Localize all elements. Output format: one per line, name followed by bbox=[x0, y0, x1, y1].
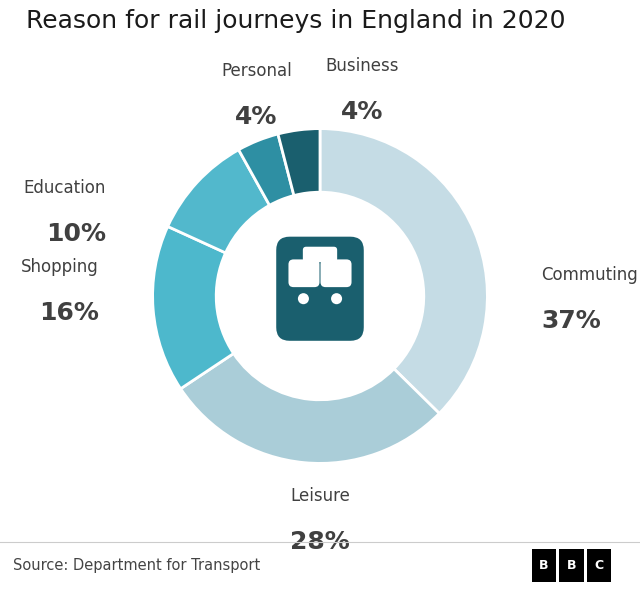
Text: 16%: 16% bbox=[39, 301, 99, 325]
Text: 10%: 10% bbox=[45, 223, 106, 246]
FancyBboxPatch shape bbox=[289, 259, 319, 287]
Text: 37%: 37% bbox=[541, 310, 601, 333]
Bar bbox=[290, 333, 302, 340]
Text: Reason for rail journeys in England in 2020: Reason for rail journeys in England in 2… bbox=[26, 9, 565, 33]
Text: B: B bbox=[540, 559, 548, 572]
Text: Shopping: Shopping bbox=[21, 258, 99, 276]
Text: 4%: 4% bbox=[236, 105, 278, 129]
FancyBboxPatch shape bbox=[321, 259, 351, 287]
Text: Source: Department for Transport: Source: Department for Transport bbox=[13, 558, 260, 573]
Circle shape bbox=[217, 193, 423, 399]
Wedge shape bbox=[278, 128, 320, 195]
Wedge shape bbox=[168, 150, 269, 253]
FancyBboxPatch shape bbox=[276, 237, 364, 341]
Text: Leisure: Leisure bbox=[290, 487, 350, 505]
Text: C: C bbox=[595, 559, 604, 572]
Circle shape bbox=[331, 293, 342, 304]
Bar bbox=[338, 333, 350, 340]
Text: B: B bbox=[567, 559, 576, 572]
Text: 4%: 4% bbox=[340, 100, 383, 124]
Circle shape bbox=[298, 293, 309, 304]
Wedge shape bbox=[320, 128, 488, 413]
Text: Personal: Personal bbox=[221, 62, 292, 80]
Text: 28%: 28% bbox=[290, 530, 350, 554]
Wedge shape bbox=[239, 134, 294, 205]
Wedge shape bbox=[180, 353, 439, 464]
Bar bbox=[292, 324, 348, 332]
Text: Commuting: Commuting bbox=[541, 266, 637, 284]
Text: Education: Education bbox=[24, 179, 106, 197]
FancyBboxPatch shape bbox=[303, 247, 337, 262]
Text: Business: Business bbox=[325, 57, 399, 75]
Wedge shape bbox=[152, 227, 234, 389]
Bar bbox=[316, 330, 324, 340]
